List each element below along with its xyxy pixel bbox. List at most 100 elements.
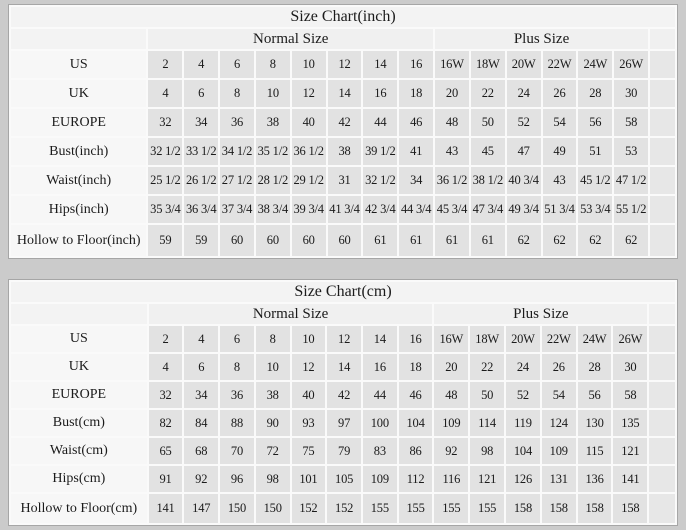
size-value: 10 bbox=[291, 326, 326, 352]
size-value: 119 bbox=[506, 410, 540, 436]
size-value: 50 bbox=[470, 109, 505, 136]
row-label: US bbox=[11, 51, 147, 78]
size-value: 62 bbox=[542, 225, 577, 256]
row-label: Waist(cm) bbox=[11, 438, 147, 464]
size-value: 28 1/2 bbox=[255, 167, 290, 194]
size-value: 35 3/4 bbox=[148, 196, 183, 223]
size-value: 41 bbox=[399, 138, 434, 165]
size-value: 39 3/4 bbox=[291, 196, 326, 223]
size-value: 152 bbox=[291, 494, 326, 523]
size-chart-inch-table: Size Chart(inch) Normal Size Plus Size U… bbox=[8, 4, 678, 259]
size-value: 150 bbox=[255, 494, 290, 523]
size-value: 29 1/2 bbox=[291, 167, 326, 194]
size-value: 14 bbox=[362, 326, 397, 352]
size-value: 53 3/4 bbox=[578, 196, 613, 223]
size-value: 150 bbox=[220, 494, 254, 523]
size-value: 26 bbox=[542, 80, 577, 107]
size-value: 10 bbox=[255, 80, 290, 107]
empty-cell bbox=[650, 109, 675, 136]
size-value: 56 bbox=[577, 382, 612, 408]
size-group-header-row: Normal Size Plus Size bbox=[11, 29, 675, 49]
size-value: 16W bbox=[434, 326, 469, 352]
size-value: 62 bbox=[614, 225, 649, 256]
size-value: 40 bbox=[291, 382, 326, 408]
table-body: US 2 4 6 8 10 12 14 16 16W 18W 20W 22W 24W 26W UK 4 6 8 10 1… bbox=[11, 51, 675, 256]
empty-cell bbox=[649, 382, 675, 408]
table-row: Waist(cm) 65 68 70 72 75 79 83 86 92 98 104 109 115 12… bbox=[11, 438, 675, 464]
size-value: 30 bbox=[614, 80, 649, 107]
table-row: Hips(cm) 91 92 96 98 101 105 109 112 116 121 126 131… bbox=[11, 466, 675, 492]
size-value: 141 bbox=[613, 466, 648, 492]
size-value: 68 bbox=[184, 438, 219, 464]
size-value: 34 bbox=[399, 167, 434, 194]
size-value: 101 bbox=[291, 466, 326, 492]
empty-cell bbox=[649, 494, 675, 523]
size-value: 158 bbox=[506, 494, 540, 523]
empty-cell bbox=[649, 466, 675, 492]
size-value: 55 1/2 bbox=[614, 196, 649, 223]
size-value: 16 bbox=[398, 326, 433, 352]
empty-cell bbox=[649, 410, 675, 436]
size-value: 42 bbox=[327, 109, 362, 136]
size-value: 136 bbox=[577, 466, 612, 492]
size-value: 6 bbox=[184, 80, 219, 107]
size-value: 14 bbox=[363, 51, 398, 78]
size-value: 48 bbox=[434, 382, 469, 408]
size-value: 83 bbox=[362, 438, 397, 464]
size-value: 88 bbox=[220, 410, 254, 436]
table-title: Size Chart(cm) bbox=[11, 282, 675, 302]
empty-cell bbox=[650, 196, 675, 223]
size-value: 84 bbox=[184, 410, 219, 436]
table-row: Bust(cm) 82 84 88 90 93 97 100 104 109 114 119 124 13… bbox=[11, 410, 675, 436]
size-value: 4 bbox=[148, 354, 183, 380]
row-label: Hips(cm) bbox=[11, 466, 147, 492]
empty-cell bbox=[649, 438, 675, 464]
size-value: 60 bbox=[291, 225, 326, 256]
size-value: 18 bbox=[399, 80, 434, 107]
size-value: 49 3/4 bbox=[506, 196, 541, 223]
size-value: 104 bbox=[506, 438, 540, 464]
size-value: 116 bbox=[434, 466, 469, 492]
size-value: 12 bbox=[327, 51, 362, 78]
row-label: UK bbox=[11, 354, 147, 380]
empty-cell bbox=[649, 326, 675, 352]
size-value: 32 bbox=[148, 109, 183, 136]
size-value: 40 3/4 bbox=[506, 167, 541, 194]
size-value: 82 bbox=[148, 410, 183, 436]
row-label: EUROPE bbox=[11, 109, 147, 136]
size-value: 32 1/2 bbox=[148, 138, 183, 165]
size-value: 10 bbox=[291, 51, 326, 78]
size-value: 26W bbox=[614, 51, 649, 78]
size-value: 75 bbox=[291, 438, 326, 464]
size-value: 158 bbox=[577, 494, 612, 523]
size-value: 36 bbox=[220, 382, 254, 408]
size-value: 97 bbox=[327, 410, 361, 436]
size-value: 58 bbox=[613, 382, 648, 408]
size-value: 26 bbox=[541, 354, 576, 380]
size-value: 44 bbox=[362, 382, 397, 408]
table-title-row: Size Chart(cm) bbox=[11, 282, 675, 302]
size-value: 121 bbox=[613, 438, 648, 464]
row-label: US bbox=[11, 326, 147, 352]
size-value: 28 bbox=[577, 354, 612, 380]
size-value: 37 3/4 bbox=[220, 196, 254, 223]
size-value: 26 1/2 bbox=[184, 167, 219, 194]
size-value: 4 bbox=[184, 326, 219, 352]
empty-cell bbox=[649, 354, 675, 380]
size-value: 4 bbox=[184, 51, 219, 78]
empty-cell bbox=[650, 80, 675, 107]
size-value: 48 bbox=[435, 109, 469, 136]
size-value: 86 bbox=[398, 438, 433, 464]
size-value: 31 bbox=[327, 167, 362, 194]
size-value: 36 3/4 bbox=[184, 196, 219, 223]
size-value: 20W bbox=[506, 51, 541, 78]
size-value: 6 bbox=[184, 354, 219, 380]
size-value: 47 3/4 bbox=[470, 196, 505, 223]
size-value: 32 bbox=[148, 382, 183, 408]
size-value: 135 bbox=[613, 410, 648, 436]
empty-cell bbox=[650, 51, 675, 78]
size-value: 59 bbox=[184, 225, 219, 256]
table-row: UK 4 6 8 10 12 14 16 18 20 22 24 26 28 30 bbox=[11, 80, 675, 107]
size-value: 12 bbox=[291, 354, 326, 380]
size-value: 47 1/2 bbox=[614, 167, 649, 194]
